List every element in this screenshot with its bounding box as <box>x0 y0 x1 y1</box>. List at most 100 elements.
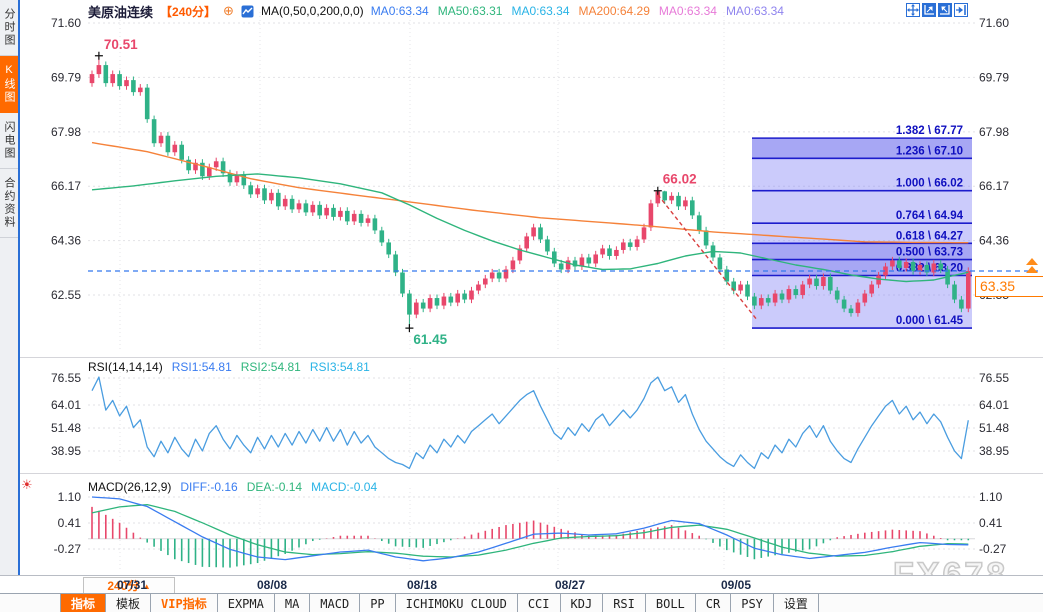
candle-body <box>420 302 426 309</box>
candle-body <box>434 298 440 306</box>
dropdown-arrow-icon: ▲ <box>142 582 151 591</box>
indicator-tab-设置[interactable]: 设置 <box>774 594 819 612</box>
add-indicator-icon[interactable]: ⊕ <box>223 3 234 18</box>
fib-level-label: 0.764 \ 64.94 <box>896 210 964 222</box>
y-axis-label: 76.55 <box>979 371 1009 385</box>
candle-body <box>634 239 640 247</box>
candle-body <box>379 230 385 243</box>
y-axis-label: 69.79 <box>979 70 1009 84</box>
candle-body <box>690 200 695 216</box>
candle-body <box>648 203 654 228</box>
indicator-tab-EXPMA[interactable]: EXPMA <box>218 594 275 612</box>
sidebar-tab-4[interactable]: 合约资料 <box>0 169 18 238</box>
candle-body <box>448 296 454 303</box>
period-selector-label: 240分 <box>107 579 140 593</box>
candle-body <box>959 299 964 309</box>
candle-body <box>365 218 371 223</box>
candle-body <box>345 210 350 222</box>
y-axis-label: 66.17 <box>51 179 81 193</box>
candle-body <box>407 293 412 315</box>
time-axis-strip: 240分 ▲ 07/31 08/08 08/18 08/27 09/05 <box>0 575 1043 595</box>
indicator-tab-PP[interactable]: PP <box>360 594 396 612</box>
indicator-tab-VIP指标[interactable]: VIP指标 <box>151 594 218 612</box>
y-axis-label: 64.01 <box>979 398 1009 412</box>
candle-body <box>234 174 240 183</box>
candle-body <box>552 251 557 264</box>
y-axis-label: 62.55 <box>51 288 81 302</box>
indicator-tab-MACD[interactable]: MACD <box>310 594 361 612</box>
candle-body <box>579 257 585 267</box>
y-axis-label: 71.60 <box>51 16 81 30</box>
indicator-tab-模板[interactable]: 模板 <box>106 594 152 612</box>
fibonacci-retracement: 1.382 \ 67.77 1.236 \ 67.10 1.000 \ 66.02 0… <box>752 125 972 329</box>
period-selector-button[interactable]: 240分 ▲ <box>83 577 175 595</box>
sidebar-tab-2[interactable]: K线图 <box>0 56 18 113</box>
candle-body <box>614 249 619 256</box>
indicator-tab-指标[interactable]: 指标 <box>60 594 107 612</box>
price-chart-canvas[interactable]: 1.382 \ 67.77 1.236 \ 67.10 1.000 \ 66.02 0… <box>0 0 1043 575</box>
candle-body <box>738 284 743 291</box>
chart-window-controls <box>906 3 968 17</box>
indicator-legend-value: DIFF:-0.16 <box>180 480 238 494</box>
candle-body <box>876 275 881 285</box>
snap-to-latest-icon[interactable] <box>954 3 968 17</box>
candle-body <box>662 191 667 201</box>
gridlines <box>20 12 1043 572</box>
candle-body <box>503 269 509 279</box>
candle-body <box>765 298 771 303</box>
candle-body <box>303 203 309 213</box>
scale-x-axis-icon[interactable] <box>938 3 952 17</box>
indicator-tab-PSY[interactable]: PSY <box>731 594 774 612</box>
candle-body <box>124 80 129 87</box>
indicator-tab-MA[interactable]: MA <box>275 594 311 612</box>
candle-body <box>517 248 523 261</box>
candle-body <box>745 284 750 297</box>
indicator-legend-value: RSI1:54.81 <box>171 360 232 374</box>
move-chart-icon[interactable] <box>906 3 920 17</box>
ma-legend-value: MA50:63.31 <box>437 4 503 18</box>
candle-body <box>752 296 757 306</box>
indicator-tab-BOLL[interactable]: BOLL <box>646 594 696 612</box>
candle-body <box>469 290 474 300</box>
indicator-legend-value: MACD:-0.04 <box>311 480 378 494</box>
chart-type-icon <box>241 5 254 18</box>
indicator-tab-ICHIMOKU CLOUD[interactable]: ICHIMOKU CLOUD <box>396 594 518 612</box>
ma-formula: MA(0,50,0,200,0,0) <box>260 4 364 18</box>
scale-y-axis-icon[interactable] <box>922 3 936 17</box>
rsi-legend: RSI(14,14,14) RSI1:54.81 RSI2:54.81 RSI3:5… <box>88 360 370 374</box>
candle-body <box>489 272 495 279</box>
ma-legend-value: MA0:63.34 <box>658 4 717 18</box>
candle-body <box>800 284 805 296</box>
y-axis-label: -0.27 <box>54 542 82 556</box>
macd-legend: MACD(26,12,9) DIFF:-0.16 DEA:-0.14 MACD:-0… <box>88 480 377 494</box>
candle-body <box>476 284 481 291</box>
y-axis-label: 51.48 <box>979 421 1009 435</box>
indicator-tab-CR[interactable]: CR <box>696 594 732 612</box>
fib-level-label: 1.236 \ 67.10 <box>896 145 963 157</box>
candle-body <box>510 260 516 270</box>
sidebar-tab-1[interactable]: 分时图 <box>0 0 18 56</box>
candle-body <box>255 188 260 195</box>
indicator-tab-CCI[interactable]: CCI <box>518 594 561 612</box>
candle-body <box>669 195 674 201</box>
candle-body <box>883 266 888 276</box>
candle-body <box>600 248 605 255</box>
indicator-settings-icon[interactable]: ☀ <box>21 477 33 492</box>
candle-body <box>538 227 543 240</box>
pivot-cross-marker <box>653 186 662 195</box>
period-label: 【240分】 <box>160 4 217 19</box>
candle-body <box>165 135 171 153</box>
x-axis-date: 09/05 <box>721 578 752 592</box>
ma-legend-value: MA200:64.29 <box>578 4 650 18</box>
indicator-tab-KDJ[interactable]: KDJ <box>561 594 604 612</box>
candle-body <box>683 200 688 207</box>
candle-body <box>828 277 833 291</box>
candlesticks[interactable] <box>89 55 971 329</box>
indicator-tab-RSI[interactable]: RSI <box>603 594 646 612</box>
candle-body <box>772 293 778 303</box>
x-axis-date: 08/08 <box>257 578 288 592</box>
candle-body <box>779 293 785 300</box>
candle-body <box>317 204 322 216</box>
sidebar-tab-3[interactable]: 闪电图 <box>0 113 18 169</box>
candle-body <box>814 278 819 287</box>
